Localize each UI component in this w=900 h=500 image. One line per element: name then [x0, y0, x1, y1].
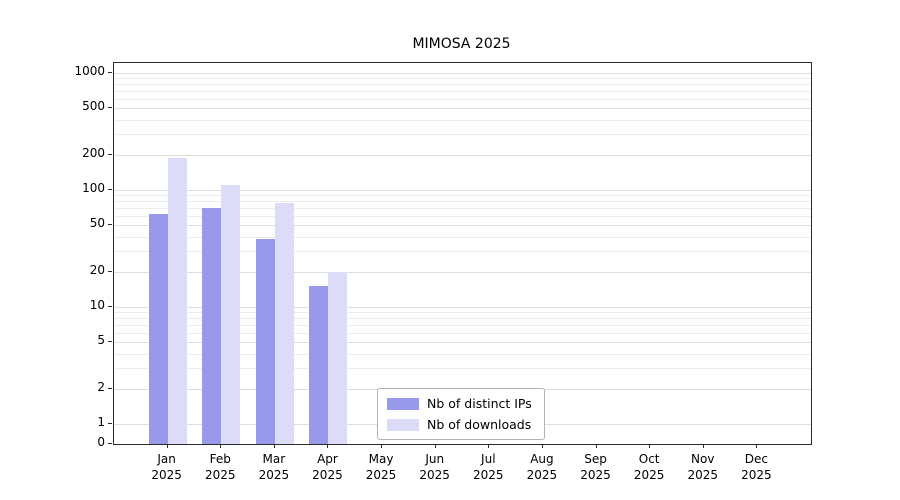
y-tick-mark [108, 443, 112, 444]
y-tick-mark [108, 306, 112, 307]
bar-distinct-ips [309, 286, 329, 444]
chart-title: MIMOSA 2025 [412, 36, 511, 52]
gridline [114, 201, 811, 203]
gridline [114, 225, 811, 227]
x-tick-label: Nov 2025 [687, 452, 719, 483]
x-tick-label: Mar 2025 [258, 452, 290, 483]
y-tick-label: 1 [97, 415, 105, 429]
gridline [114, 307, 811, 308]
gridline [114, 353, 811, 355]
x-tick-label: May 2025 [365, 452, 397, 483]
x-tick-mark [756, 444, 758, 448]
y-tick-label: 500 [82, 99, 105, 114]
gridline [114, 208, 811, 210]
bar-downloads [221, 185, 241, 444]
gridline [114, 91, 811, 93]
bar-distinct-ips [148, 214, 168, 444]
y-tick-mark [108, 423, 112, 424]
y-tick-label: 100 [82, 181, 105, 195]
bar-downloads [167, 157, 187, 444]
x-tick-label: Jan 2025 [151, 452, 182, 483]
x-tick-mark [327, 444, 329, 448]
x-tick-mark [381, 444, 383, 448]
x-tick-mark [273, 444, 275, 448]
bar-downloads [274, 202, 294, 444]
gridline [114, 190, 811, 191]
y-tick-label: 10 [89, 298, 105, 312]
x-tick-mark [220, 444, 222, 448]
gridline [114, 195, 811, 197]
x-tick-label: Feb 2025 [204, 452, 236, 483]
x-tick-label: Dec 2025 [741, 452, 772, 483]
y-tick-mark [108, 270, 112, 272]
y-tick-mark [108, 387, 112, 389]
legend-label: Nb of downloads [427, 417, 532, 432]
y-tick-label: 20 [89, 262, 105, 277]
y-tick-mark [108, 224, 112, 226]
y-tick-label: 2 [97, 379, 105, 394]
y-tick-mark [108, 72, 112, 73]
y-tick-label: 1000 [74, 64, 105, 78]
gridline [114, 215, 811, 217]
gridline [114, 271, 811, 273]
gridline [114, 78, 811, 80]
gridline [114, 332, 811, 334]
x-tick-label: Jun 2025 [419, 452, 450, 483]
y-tick-mark [108, 189, 112, 190]
x-tick-mark [434, 444, 436, 448]
gridline [114, 119, 811, 121]
legend-swatch [387, 397, 419, 410]
y-tick-mark [108, 153, 112, 155]
gridline [114, 312, 811, 314]
bar-downloads [328, 271, 348, 444]
gridline [114, 342, 811, 344]
y-tick-mark [108, 107, 112, 109]
gridline [114, 154, 811, 156]
y-tick-label: 50 [89, 216, 105, 231]
legend: Nb of distinct IPs Nb of downloads [377, 388, 545, 440]
y-tick-label: 200 [82, 145, 105, 160]
legend-item: Nb of downloads [387, 417, 532, 432]
gridline [114, 368, 811, 370]
y-tick-label: 5 [97, 333, 105, 348]
legend-item: Nb of distinct IPs [387, 396, 532, 411]
gridline [114, 134, 811, 136]
x-tick-label: Jul 2025 [473, 452, 504, 483]
legend-label: Nb of distinct IPs [427, 396, 532, 411]
plot-area [113, 62, 812, 445]
gridline [114, 98, 811, 100]
x-tick-mark [166, 444, 168, 448]
gridline [114, 251, 811, 253]
bar-distinct-ips [202, 208, 222, 444]
legend-swatch [387, 418, 419, 431]
gridline [114, 236, 811, 238]
gridline [114, 108, 811, 110]
gridline [114, 325, 811, 327]
x-tick-mark [595, 444, 597, 448]
bar-distinct-ips [255, 239, 275, 444]
gridline [114, 73, 811, 74]
gridline [114, 318, 811, 320]
x-tick-mark [488, 444, 490, 448]
gridline [114, 84, 811, 86]
x-tick-mark [702, 444, 704, 448]
y-tick-mark [108, 341, 112, 343]
x-tick-label: Sep 2025 [580, 452, 611, 483]
x-tick-mark [541, 444, 543, 448]
x-tick-label: Aug 2025 [526, 452, 558, 483]
x-tick-label: Apr 2025 [312, 452, 343, 483]
y-tick-label: 0 [97, 435, 105, 449]
x-tick-label: Oct 2025 [633, 452, 665, 483]
x-tick-mark [649, 444, 651, 448]
